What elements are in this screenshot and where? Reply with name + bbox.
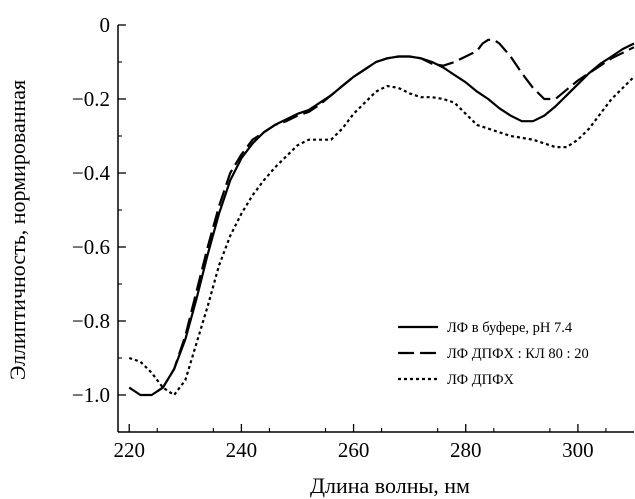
y-tick-label: −0.2 — [72, 87, 110, 111]
series-line-3 — [128, 76, 635, 397]
legend-label-1: ЛФ в буфере, рН 7.4 — [447, 320, 573, 336]
x-axis-title: Длина волны, нм — [310, 473, 470, 498]
y-tick-label: −1.0 — [72, 383, 110, 407]
y-tick-label: 0 — [100, 13, 111, 37]
x-tick-label: 280 — [450, 438, 482, 462]
series-layer — [128, 38, 635, 397]
y-axis-title: Эллиптичность, нормированная — [5, 80, 30, 380]
legend: ЛФ в буфере, рН 7.4 ЛФ ДПФХ : КЛ 80 : 20 Л… — [398, 320, 589, 388]
ticks-layer: 220 240 260 280 300 0 −0.2 −0.4 −0.6 −0.8 −1.0 — [72, 13, 607, 462]
series-line-2 — [156, 38, 635, 393]
x-tick-label: 300 — [562, 438, 594, 462]
y-tick-label: −0.4 — [72, 161, 111, 185]
legend-label-3: ЛФ ДПФХ — [447, 372, 515, 388]
legend-label-2: ЛФ ДПФХ : КЛ 80 : 20 — [447, 346, 589, 362]
x-tick-label: 260 — [338, 438, 370, 462]
y-tick-label: −0.6 — [72, 235, 110, 259]
x-tick-label: 220 — [113, 438, 145, 462]
y-tick-label: −0.8 — [72, 309, 110, 333]
x-tick-label: 240 — [226, 438, 258, 462]
